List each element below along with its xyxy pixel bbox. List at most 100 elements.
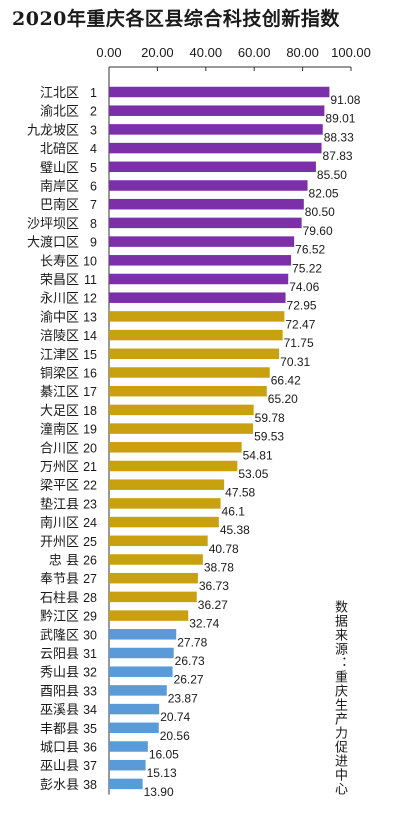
bar — [109, 423, 254, 434]
rank-label: 38 — [83, 778, 97, 792]
bar — [109, 572, 198, 584]
category-label: 北碚区 — [40, 142, 79, 157]
bar — [109, 722, 159, 734]
chart-title: 2020年重庆各区县综合科技创新指数 — [12, 8, 340, 30]
category-label: 酉阳县 — [40, 684, 79, 699]
data-label: 40.78 — [209, 542, 239, 556]
bar — [109, 647, 174, 659]
data-label: 53.05 — [238, 467, 268, 481]
bar — [109, 124, 323, 135]
category-label: 丰都县 — [40, 722, 79, 737]
category-label: 垫江县 — [40, 496, 79, 512]
data-label: 59.78 — [255, 411, 285, 425]
category-label: 彭水县 — [40, 778, 79, 793]
bar — [109, 442, 242, 453]
category-label: 忠 县 — [49, 554, 79, 569]
bar — [109, 554, 203, 565]
bar — [109, 498, 221, 509]
x-tick-label: 40.00 — [190, 45, 223, 60]
data-label: 70.31 — [280, 355, 310, 369]
rank-label: 36 — [83, 741, 97, 755]
bar — [109, 217, 302, 229]
bar — [109, 759, 146, 771]
data-label: 72.95 — [287, 299, 317, 313]
rank-label: 24 — [83, 516, 97, 530]
data-label: 47.58 — [225, 486, 255, 500]
bar — [109, 142, 322, 154]
rank-label: 22 — [83, 479, 97, 493]
rank-label: 33 — [83, 684, 97, 698]
x-tick-label: 20.00 — [141, 45, 174, 60]
rank-label: 19 — [83, 423, 97, 437]
data-label: 89.01 — [325, 112, 355, 126]
category-label: 巫溪县 — [40, 703, 79, 718]
category-label: 渝中区 — [40, 309, 79, 325]
data-label: 38.78 — [204, 561, 234, 575]
rank-label: 15 — [83, 348, 97, 362]
bar — [109, 236, 295, 247]
data-label: 85.50 — [317, 168, 347, 182]
bar — [109, 255, 292, 266]
category-label: 涪陵区 — [40, 329, 79, 344]
rank-label: 8 — [90, 217, 97, 231]
bar — [109, 629, 177, 640]
data-label: 88.33 — [324, 130, 354, 144]
rank-label: 25 — [83, 535, 97, 549]
data-label: 45.38 — [220, 523, 250, 537]
category-label: 南川区 — [40, 515, 79, 531]
category-label: 江津区 — [40, 348, 79, 363]
rank-label: 12 — [83, 292, 97, 306]
category-label: 江北区 — [40, 86, 79, 101]
bar — [109, 105, 325, 116]
rank-label: 35 — [83, 722, 97, 736]
rank-label: 37 — [83, 759, 97, 773]
x-tick-label: 60.00 — [238, 45, 271, 60]
data-label: 75.22 — [292, 261, 322, 275]
category-label: 九龙坡区 — [27, 123, 79, 138]
bar — [109, 86, 330, 98]
category-label: 开州区 — [40, 535, 79, 550]
category-label: 梁平区 — [40, 479, 79, 494]
bar — [109, 161, 316, 173]
category-label: 奉节县 — [40, 572, 79, 587]
category-label: 万州区 — [40, 460, 79, 475]
rank-label: 21 — [83, 460, 97, 474]
rank-label: 13 — [83, 310, 97, 324]
data-label: 80.50 — [305, 205, 335, 219]
rank-label: 14 — [83, 329, 97, 343]
data-label: 26.27 — [174, 673, 204, 687]
bar — [109, 311, 285, 322]
category-label: 綦江区 — [40, 385, 79, 400]
rank-label: 23 — [83, 497, 97, 511]
rank-label: 28 — [83, 591, 97, 605]
data-label: 16.05 — [149, 748, 179, 762]
bar — [109, 591, 197, 603]
category-label: 永川区 — [40, 292, 79, 307]
data-label: 23.87 — [168, 691, 198, 705]
rank-label: 6 — [90, 180, 97, 194]
data-label: 32.74 — [189, 617, 219, 631]
rank-label: 34 — [83, 703, 97, 717]
rank-label: 30 — [83, 628, 97, 642]
data-label: 65.20 — [268, 392, 298, 406]
rank-label: 7 — [90, 198, 97, 212]
bar — [109, 685, 167, 696]
rank-label: 27 — [83, 572, 97, 586]
category-label: 沙坪坝区 — [27, 217, 79, 232]
rank-label: 17 — [83, 385, 97, 399]
rank-label: 5 — [90, 161, 97, 175]
category-label: 城口县 — [40, 741, 79, 756]
rank-label: 9 — [90, 236, 97, 250]
data-label: 20.74 — [160, 710, 190, 724]
rank-label: 26 — [83, 554, 97, 568]
category-label: 黔江区 — [40, 610, 79, 625]
x-tick-label: 100.00 — [331, 45, 371, 60]
category-label: 长寿区 — [40, 254, 79, 269]
data-label: 74.06 — [289, 280, 319, 294]
bar — [109, 348, 280, 360]
bar — [109, 198, 304, 210]
bar — [109, 516, 219, 528]
category-label: 合川区 — [40, 441, 79, 456]
bar — [109, 460, 238, 472]
data-label: 82.05 — [309, 187, 339, 201]
